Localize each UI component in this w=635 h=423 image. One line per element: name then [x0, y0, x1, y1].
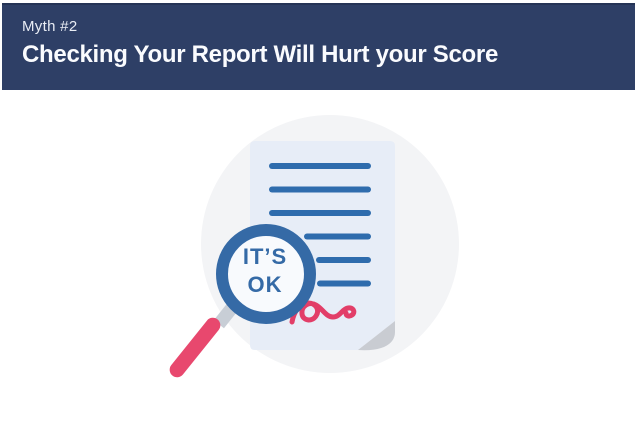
magnifier-label-line1: IT’S — [243, 244, 287, 269]
magnifier-ring — [216, 224, 316, 324]
document-text-lines — [269, 163, 371, 287]
page-fold-corner — [358, 321, 395, 351]
myth-number-label: Myth #2 — [22, 18, 78, 35]
magnifier-handle — [169, 317, 221, 378]
magnifying-glass-icon: IT’S OK — [169, 224, 316, 378]
magnifier-label-line2: OK — [248, 272, 283, 297]
magnifier-lens — [227, 235, 305, 313]
header-banner: Myth #2 Checking Your Report Will Hurt y… — [2, 3, 635, 90]
page-title: Checking Your Report Will Hurt your Scor… — [22, 41, 498, 68]
signature-squiggle-icon — [289, 300, 357, 325]
